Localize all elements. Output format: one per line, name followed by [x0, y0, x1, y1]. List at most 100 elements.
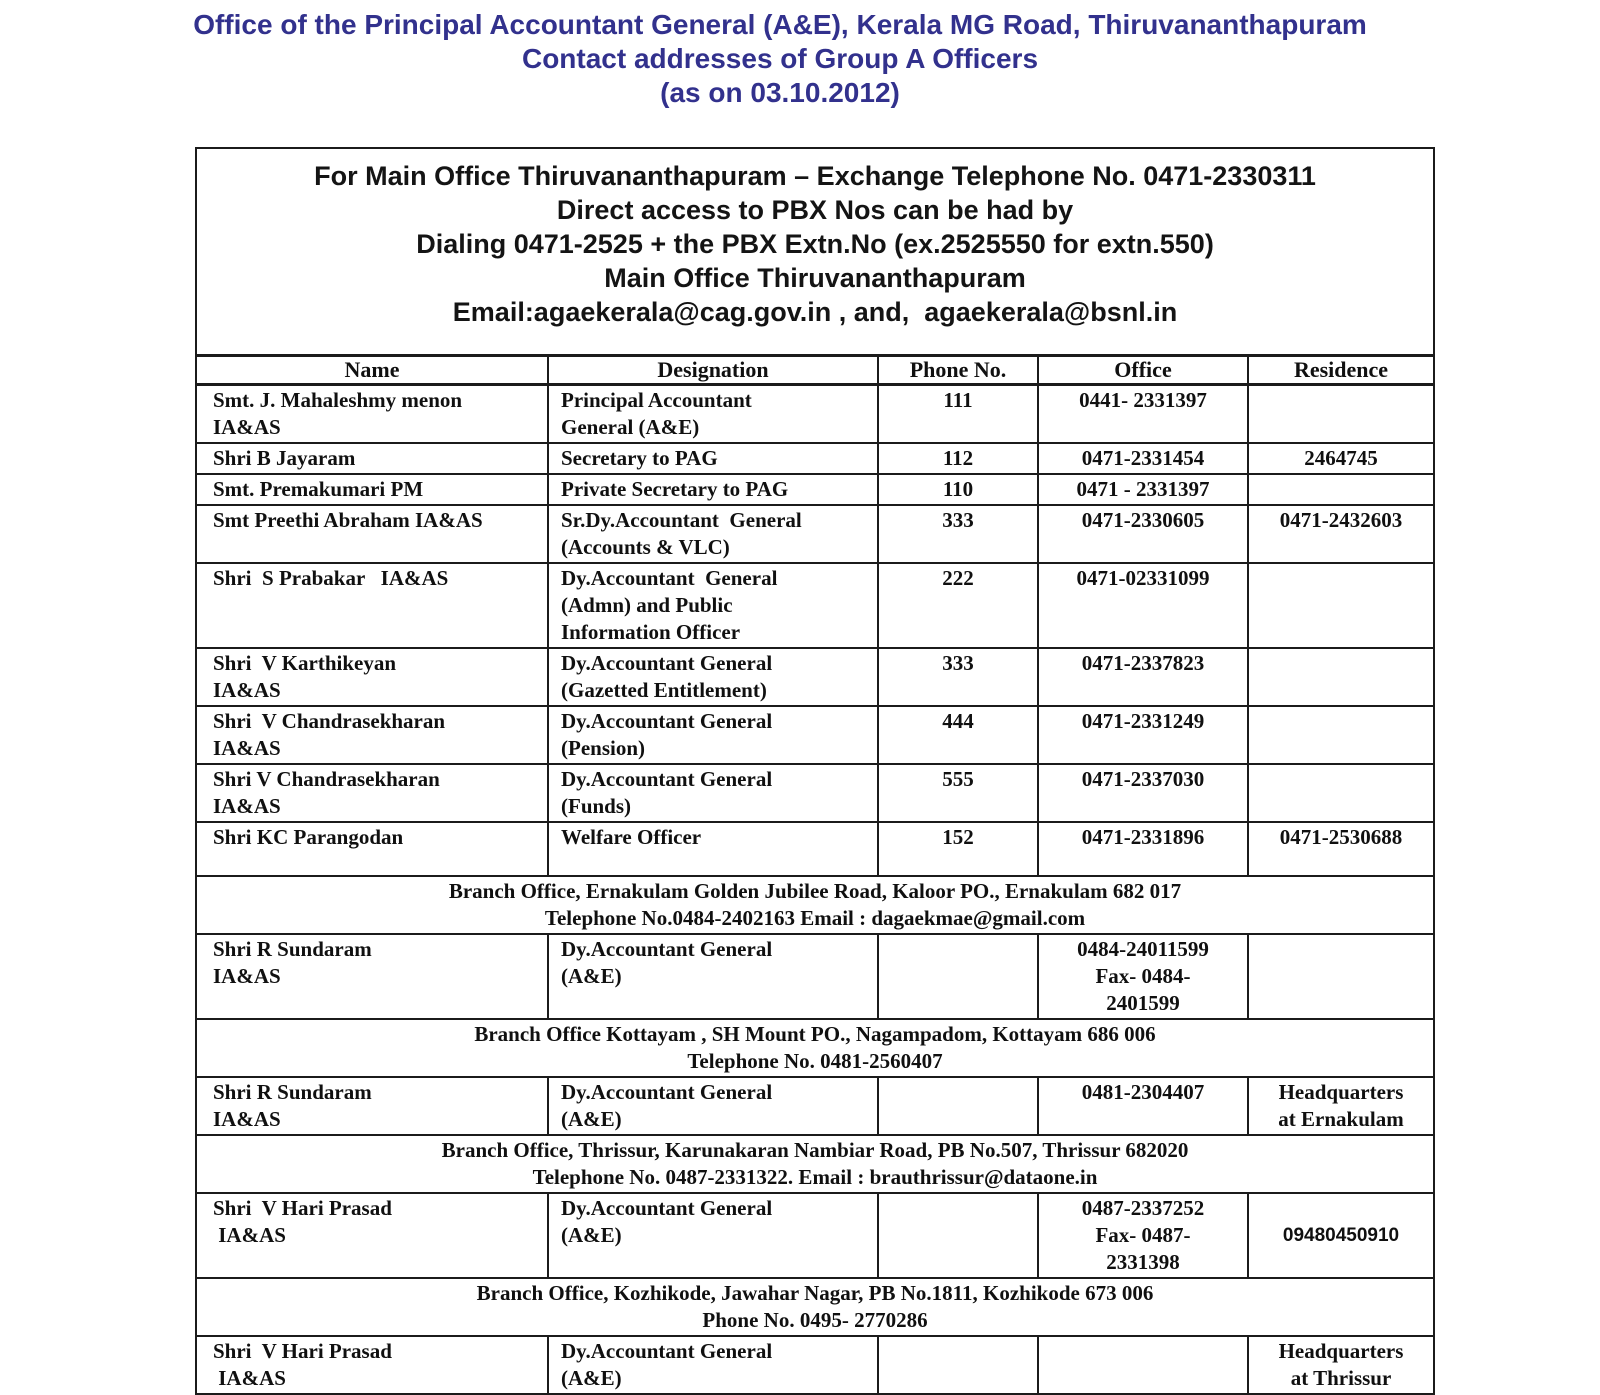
office-cell — [1037, 1335, 1249, 1395]
designation-cell: Dy.Accountant General (Funds) — [547, 763, 879, 823]
page-title-line-1: Office of the Principal Accountant Gener… — [193, 9, 1367, 40]
residence-cell: Headquarters at Ernakulam — [1246, 1076, 1436, 1136]
officer-row: Shri S Prabakar IA&AS Dy.Accountant Gener… — [195, 562, 1436, 649]
phone-cell: 112 — [877, 442, 1039, 475]
designation-cell: Principal Accountant General (A&E) — [547, 383, 879, 444]
residence-cell: 0471-2432603 — [1246, 504, 1436, 564]
column-header-office: Office — [1037, 354, 1249, 386]
office-cell: 0471-2337823 — [1037, 647, 1249, 707]
name-cell: Shri S Prabakar IA&AS — [195, 562, 549, 649]
officer-row: Shri V Hari Prasad IA&AS Dy.Accountant Ge… — [195, 1335, 1436, 1395]
designation-cell: Dy.Accountant General (Gazetted Entitlem… — [547, 647, 879, 707]
branch-office-row: Branch Office, Kozhikode, Jawahar Nagar,… — [194, 1277, 1436, 1337]
name-cell: Shri KC Parangodan — [195, 821, 549, 877]
branch-office-info: Branch Office Kottayam , SH Mount PO., N… — [194, 1018, 1436, 1078]
residence-cell: Headquarters at Thrissur — [1246, 1335, 1436, 1395]
designation-cell: Dy.Accountant General (A&E) — [547, 1076, 879, 1136]
office-cell: 0471-2331249 — [1037, 705, 1249, 765]
main-office-info-line-1: For Main Office Thiruvananthapuram – Exc… — [314, 161, 1316, 191]
office-cell: 0484-24011599 Fax- 0484- 2401599 — [1037, 933, 1249, 1020]
residence-cell: 2464745 — [1246, 442, 1436, 475]
phone-cell: 152 — [877, 821, 1039, 877]
office-cell: 0471-02331099 — [1037, 562, 1249, 649]
residence-cell: 09480450910 — [1246, 1192, 1436, 1279]
office-cell: 0471-2330605 — [1037, 504, 1249, 564]
designation-cell: Dy.Accountant General (A&E) — [547, 933, 879, 1020]
branch-office-info: Branch Office, Thrissur, Karunakaran Nam… — [194, 1134, 1436, 1194]
designation-cell: Dy.Accountant General (Admn) and Public … — [547, 562, 879, 649]
office-cell: 0471 - 2331397 — [1037, 473, 1249, 506]
office-cell: 0481-2304407 — [1037, 1076, 1249, 1136]
office-cell: 0471-2331896 — [1037, 821, 1249, 877]
branch-office-row: Branch Office, Ernakulam Golden Jubilee … — [194, 875, 1436, 935]
residence-cell: 0471-2530688 — [1246, 821, 1436, 877]
residence-cell — [1246, 933, 1436, 1020]
name-cell: Shri V Karthikeyan IA&AS — [195, 647, 549, 707]
officer-row: Smt. Premakumari PM Private Secretary to … — [195, 473, 1436, 506]
phone-cell — [877, 933, 1039, 1020]
name-cell: Shri V Chandrasekharan IA&AS — [195, 705, 549, 765]
table-header-row: Name Designation Phone No. Office Residence — [195, 354, 1436, 386]
office-cell: 0471-2337030 — [1037, 763, 1249, 823]
phone-cell — [877, 1192, 1039, 1279]
office-cell: 0441- 2331397 — [1037, 383, 1249, 444]
residence-cell — [1246, 562, 1436, 649]
residence-cell — [1246, 763, 1436, 823]
contacts-table: For Main Office Thiruvananthapuram – Exc… — [194, 147, 1436, 1395]
page-title-line-2: Contact addresses of Group A Officers — [521, 43, 1039, 74]
branch-office-info: Branch Office, Ernakulam Golden Jubilee … — [194, 875, 1436, 935]
residence-cell — [1246, 383, 1436, 444]
main-office-info-line-2: Direct access to PBX Nos can be had by — [556, 195, 1074, 225]
officer-row: Shri V Karthikeyan IA&AS Dy.Accountant Ge… — [195, 647, 1436, 707]
phone-cell — [877, 1335, 1039, 1395]
officer-row: Smt Preethi Abraham IA&AS Sr.Dy.Accountan… — [195, 504, 1436, 564]
designation-cell: Sr.Dy.Accountant General (Accounts & VLC… — [547, 504, 879, 564]
phone-cell: 333 — [877, 647, 1039, 707]
name-cell: Shri V Chandrasekharan IA&AS — [195, 763, 549, 823]
name-cell: Smt Preethi Abraham IA&AS — [195, 504, 549, 564]
name-cell: Shri R Sundaram IA&AS — [195, 933, 549, 1020]
phone-cell: 333 — [877, 504, 1039, 564]
designation-cell: Private Secretary to PAG — [547, 473, 879, 506]
designation-cell: Dy.Accountant General (Pension) — [547, 705, 879, 765]
name-cell: Smt. J. Mahaleshmy menon IA&AS — [195, 383, 549, 444]
column-header-residence: Residence — [1246, 354, 1436, 386]
branch-office-row: Branch Office, Thrissur, Karunakaran Nam… — [194, 1134, 1436, 1194]
officer-row: Shri KC Parangodan Welfare Officer 152 0471… — [195, 821, 1436, 877]
name-cell: Shri V Hari Prasad IA&AS — [195, 1192, 549, 1279]
branch-office-row: Branch Office Kottayam , SH Mount PO., N… — [194, 1018, 1436, 1078]
phone-cell — [877, 1076, 1039, 1136]
phone-cell: 444 — [877, 705, 1039, 765]
page-title: Office of the Principal Accountant Gener… — [0, 8, 1560, 110]
officer-row: Smt. J. Mahaleshmy menon IA&AS Principal … — [195, 383, 1436, 444]
officer-row: Shri R Sundaram IA&AS Dy.Accountant Gener… — [195, 1076, 1436, 1136]
name-cell: Shri V Hari Prasad IA&AS — [195, 1335, 549, 1395]
office-cell: 0487-2337252 Fax- 0487- 2331398 — [1037, 1192, 1249, 1279]
designation-cell: Welfare Officer — [547, 821, 879, 877]
residence-cell — [1246, 705, 1436, 765]
column-header-name: Name — [195, 354, 549, 386]
main-office-info-line-5: Email:agaekerala@cag.gov.in , and, agaek… — [452, 297, 1178, 327]
column-header-designation: Designation — [547, 354, 879, 386]
designation-cell: Secretary to PAG — [547, 442, 879, 475]
phone-cell: 110 — [877, 473, 1039, 506]
officer-row: Shri V Chandrasekharan IA&AS Dy.Accountan… — [195, 763, 1436, 823]
main-office-info-line-4: Main Office Thiruvananthapuram — [604, 263, 1026, 293]
phone-cell: 222 — [877, 562, 1039, 649]
name-cell: Shri B Jayaram — [195, 442, 549, 475]
officer-row: Shri R Sundaram IA&AS Dy.Accountant Gener… — [195, 933, 1436, 1020]
main-office-info-row: For Main Office Thiruvananthapuram – Exc… — [194, 147, 1436, 357]
column-header-phone-no: Phone No. — [877, 354, 1039, 386]
designation-cell: Dy.Accountant General (A&E) — [547, 1192, 879, 1279]
designation-cell: Dy.Accountant General (A&E) — [547, 1335, 879, 1395]
name-cell: Shri R Sundaram IA&AS — [195, 1076, 549, 1136]
officer-row: Shri B Jayaram Secretary to PAG 112 0471-23… — [195, 442, 1436, 475]
page-title-line-3: (as on 03.10.2012) — [660, 77, 900, 108]
officer-row: Shri V Hari Prasad IA&AS Dy.Accountant Ge… — [195, 1192, 1436, 1279]
branch-office-info: Branch Office, Kozhikode, Jawahar Nagar,… — [194, 1277, 1436, 1337]
officer-row: Shri V Chandrasekharan IA&AS Dy.Accountan… — [195, 705, 1436, 765]
main-office-info-line-3: Dialing 0471-2525 + the PBX Extn.No (ex.… — [416, 229, 1214, 259]
main-office-info: For Main Office Thiruvananthapuram – Exc… — [194, 147, 1436, 357]
residence-cell — [1246, 647, 1436, 707]
residence-cell — [1246, 473, 1436, 506]
